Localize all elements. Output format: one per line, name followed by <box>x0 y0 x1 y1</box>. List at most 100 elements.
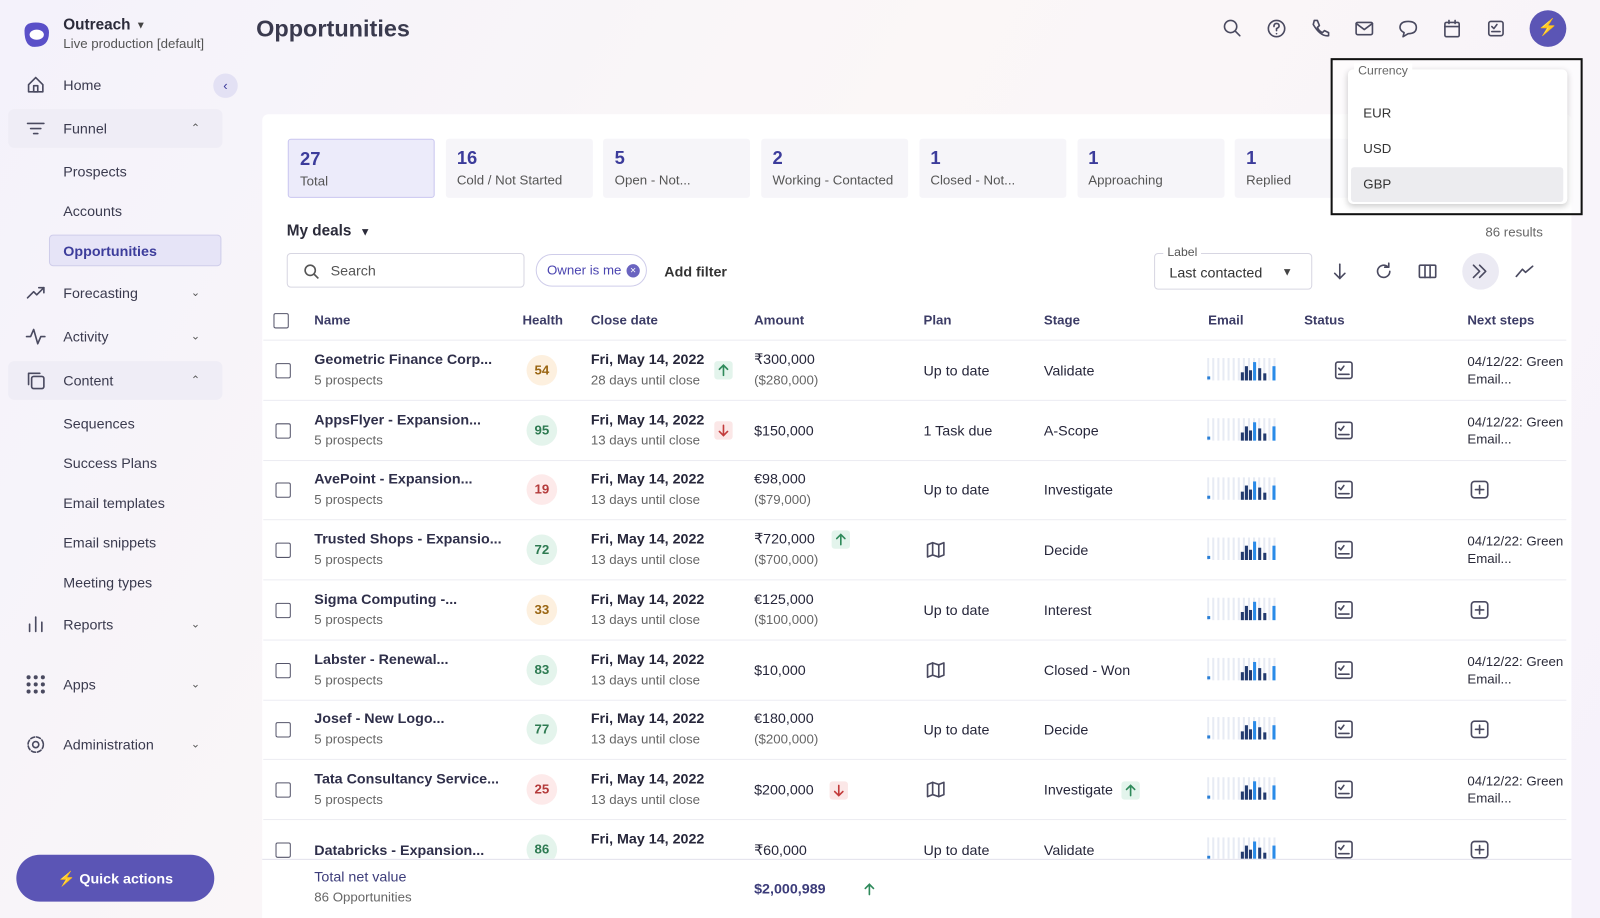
deal-name[interactable]: Trusted Shops - Expansio... <box>314 530 502 547</box>
status-icon[interactable] <box>1334 779 1354 799</box>
nav-subitem[interactable]: Email snippets <box>63 534 157 551</box>
avatar[interactable]: ⚡ <box>1529 10 1567 47</box>
top-icon[interactable] <box>1222 18 1242 38</box>
table-tool-part <box>1333 263 1346 280</box>
nav-item[interactable]: Forecasting <box>63 284 138 301</box>
add-next-step[interactable] <box>1469 839 1489 859</box>
nav-subitem[interactable]: Sequences <box>63 415 135 432</box>
stage-card[interactable]: 16 Cold / Not Started <box>445 138 593 198</box>
plan-status[interactable]: Up to date <box>923 721 990 738</box>
stage-card[interactable]: 5 Open - Not... <box>603 138 751 198</box>
table-tool[interactable] <box>1373 261 1393 281</box>
deal-name[interactable]: AppsFlyer - Expansion... <box>314 410 481 428</box>
plan-map-icon[interactable] <box>926 779 946 799</box>
nav-item[interactable]: Content <box>63 372 114 389</box>
column-header[interactable]: Plan <box>923 312 952 328</box>
stage-card[interactable]: 1 Approaching <box>1077 138 1224 198</box>
plan-status[interactable]: Up to date <box>923 481 990 499</box>
status-icon[interactable] <box>1334 659 1354 679</box>
nav-subitem[interactable]: Accounts <box>63 202 123 220</box>
row-checkbox[interactable] <box>275 662 291 678</box>
row-checkbox[interactable] <box>275 422 291 439</box>
stage-card[interactable]: 1 Closed - Not... <box>919 138 1067 198</box>
column-header[interactable]: Email <box>1208 312 1244 328</box>
status-icon[interactable] <box>1334 420 1354 440</box>
column-header[interactable]: Next steps <box>1467 312 1535 328</box>
table-tool[interactable] <box>1514 261 1534 281</box>
nav-subitem[interactable]: Opportunities <box>63 242 157 260</box>
row-checkbox[interactable] <box>275 482 291 499</box>
deal-name[interactable]: Tata Consultancy Service... <box>314 769 500 787</box>
status-icon[interactable] <box>1334 719 1354 739</box>
status-icon[interactable] <box>1334 540 1354 560</box>
currency-option[interactable]: GBP <box>1363 176 1392 192</box>
row-checkbox[interactable] <box>275 842 291 858</box>
column-header[interactable]: Stage <box>1043 312 1081 328</box>
deal-name[interactable]: Databricks - Expansion... <box>314 841 485 858</box>
plan-status[interactable]: Up to date <box>923 841 990 858</box>
top-icon[interactable] <box>1486 18 1506 38</box>
top-icon[interactable] <box>1310 18 1330 38</box>
deal-name[interactable]: Geometric Finance Corp... <box>314 350 493 368</box>
status-icon[interactable] <box>1334 839 1354 859</box>
stage-card[interactable]: 27 Total <box>287 138 435 198</box>
nav-subitem[interactable]: Success Plans <box>63 454 157 472</box>
nav-item[interactable]: Funnel <box>63 120 107 137</box>
nav-subitem[interactable]: Meeting types <box>63 574 153 591</box>
column-header[interactable]: Status <box>1304 312 1345 328</box>
status-icon[interactable] <box>1334 480 1354 500</box>
nav-item[interactable]: Reports <box>63 616 114 633</box>
deal-name[interactable]: Josef - New Logo... <box>314 710 445 727</box>
currency-option[interactable]: USD <box>1363 140 1392 157</box>
plan-status[interactable]: Up to date <box>923 601 990 618</box>
deal-name[interactable]: AvePoint - Expansion... <box>314 470 473 487</box>
nav-subitem[interactable]: Prospects <box>63 163 127 180</box>
deal-name[interactable]: Labster - Renewal... <box>314 650 449 667</box>
row-checkbox[interactable] <box>275 542 291 559</box>
view-select[interactable]: My deals ▼ <box>287 222 371 241</box>
plan-status[interactable]: 1 Task due <box>923 421 993 439</box>
label-select[interactable]: Label Last contacted ▼ <box>1154 242 1313 290</box>
deal-name[interactable]: Sigma Computing -... <box>314 590 458 607</box>
top-icon[interactable] <box>1354 18 1374 38</box>
currency-option[interactable]: EUR <box>1363 105 1392 121</box>
email-activity-part <box>1258 847 1262 859</box>
column-header[interactable]: Amount <box>754 312 805 328</box>
filter-remove[interactable]: × <box>626 264 640 278</box>
search-box[interactable]: Search <box>286 252 525 288</box>
top-icon[interactable] <box>1442 18 1462 38</box>
row-checkbox[interactable] <box>275 363 291 379</box>
add-next-step[interactable] <box>1469 600 1489 620</box>
row-checkbox[interactable] <box>275 722 291 738</box>
status-icon[interactable] <box>1334 600 1354 620</box>
row-checkbox[interactable] <box>275 782 291 798</box>
quick-actions-button[interactable]: ⚡ Quick actions <box>16 854 215 902</box>
status-icon[interactable] <box>1334 360 1354 380</box>
plan-map-icon[interactable] <box>926 540 946 560</box>
top-icon[interactable] <box>1266 18 1286 38</box>
nav-subitem[interactable]: Email templates <box>63 494 165 512</box>
add-next-step[interactable] <box>1469 480 1489 500</box>
table-tool[interactable] <box>1417 261 1437 281</box>
add-filter[interactable]: Add filter <box>664 263 727 280</box>
header-checkbox[interactable] <box>273 313 289 329</box>
top-icon[interactable] <box>1398 18 1418 38</box>
nav-item[interactable]: Administration <box>63 736 154 753</box>
nav-item[interactable]: Apps <box>63 676 96 693</box>
row-checkbox[interactable] <box>275 602 291 618</box>
filter-chip[interactable]: Owner is me × <box>535 253 647 287</box>
nav-item[interactable]: Home <box>63 76 102 93</box>
table-tool[interactable] <box>1470 261 1490 281</box>
plan-map-icon[interactable] <box>926 659 946 679</box>
table-tool[interactable] <box>1330 261 1350 281</box>
add-next-step[interactable] <box>1469 719 1489 739</box>
plan-status[interactable]: Up to date <box>923 362 990 379</box>
stage-card[interactable]: 2 Working - Contacted <box>761 138 909 198</box>
column-header[interactable]: Health <box>522 312 563 328</box>
email-activity-part <box>1207 777 1276 800</box>
collapse-button[interactable]: ‹ <box>213 73 238 98</box>
column-header[interactable]: Close date <box>590 312 658 328</box>
column-header[interactable]: Name <box>314 312 351 328</box>
org-name[interactable]: Outreach <box>63 16 131 34</box>
nav-item[interactable]: Activity <box>63 328 109 345</box>
